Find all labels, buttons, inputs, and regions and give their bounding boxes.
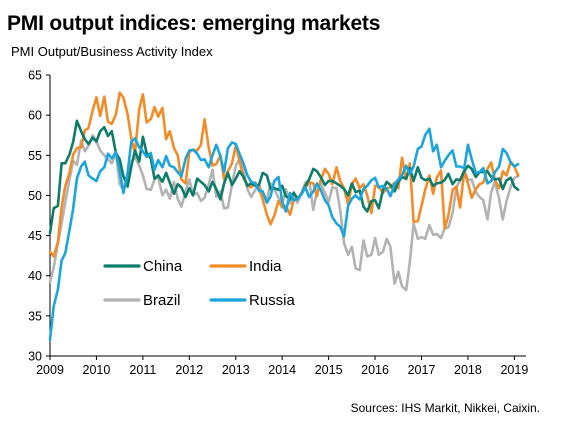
x-tick-label: 2014 [268, 363, 296, 377]
source-note: Sources: IHS Markit, Nikkei, Caixin. [350, 401, 540, 415]
legend-label-china: China [143, 258, 183, 275]
axes: 30 35 40 45 50 55 60 65 2009 2010 2011 2012 2013 2014… [28, 69, 528, 378]
y-tick-label: 45 [28, 229, 42, 243]
y-tick-label: 60 [28, 109, 42, 123]
legend: China India Brazil Russia [103, 258, 296, 309]
x-tick-label: 2009 [36, 363, 64, 377]
x-tick-label: 2018 [454, 363, 482, 377]
x-tick-label: 2016 [361, 363, 389, 377]
y-tick-label: 55 [28, 149, 42, 163]
legend-label-india: India [249, 258, 282, 275]
y-axis-label: PMI Output/Business Activity Index [11, 44, 213, 59]
x-tick-label: 2013 [222, 363, 250, 377]
x-tick-label: 2011 [129, 363, 156, 377]
y-tick-label: 65 [28, 69, 42, 83]
x-tick-label: 2019 [500, 363, 528, 377]
y-tick-label: 30 [28, 350, 42, 364]
legend-label-russia: Russia [249, 292, 296, 309]
y-tick-label: 50 [28, 189, 42, 203]
legend-label-brazil: Brazil [143, 292, 181, 309]
y-tick-label: 35 [28, 309, 42, 323]
series-lines [48, 91, 520, 342]
x-tick-label: 2012 [175, 363, 203, 377]
chart-title: PMI output indices: emerging markets [7, 12, 381, 35]
series-line-china [48, 119, 520, 235]
series-line-russia [48, 127, 520, 342]
x-tick-label: 2010 [83, 363, 111, 377]
x-tick-label: 2015 [315, 363, 343, 377]
y-tick-label: 40 [28, 269, 42, 283]
x-tick-label: 2017 [408, 363, 436, 377]
